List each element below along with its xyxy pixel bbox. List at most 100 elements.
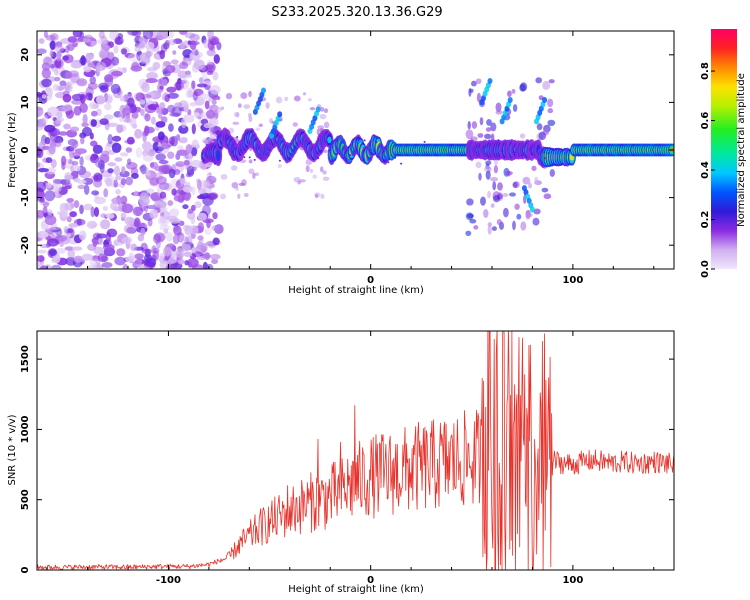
heatmap-cell xyxy=(91,190,100,196)
heatmap-cell xyxy=(196,255,207,261)
heatmap-cell xyxy=(476,92,481,103)
heatmap-cell xyxy=(284,96,289,101)
heatmap-cell xyxy=(105,51,115,60)
heatmap-cell xyxy=(105,177,113,187)
heatmap-cell xyxy=(513,151,516,154)
heatmap-cell xyxy=(63,225,68,233)
heatmap-cell xyxy=(88,40,98,46)
heatmap-cell xyxy=(85,92,93,101)
heatmap-cell xyxy=(159,191,167,199)
heatmap-cell xyxy=(183,190,191,202)
heatmap-cell xyxy=(102,244,115,251)
heatmap-cell xyxy=(302,92,307,96)
heatmap-cell xyxy=(55,248,66,254)
heatmap-cell xyxy=(201,204,211,216)
heatmap-cell xyxy=(56,50,62,59)
heatmap-cell xyxy=(469,218,477,224)
heatmap-cell xyxy=(122,263,129,269)
heatmap-cell xyxy=(50,158,57,169)
heatmap-cell xyxy=(479,117,484,126)
heatmap-cell xyxy=(182,204,189,210)
heatmap-cell xyxy=(248,168,255,175)
heatmap-cell xyxy=(124,216,135,226)
heatmap-cell xyxy=(194,144,200,149)
heatmap-cell xyxy=(81,122,89,128)
heatmap-cell xyxy=(70,165,75,173)
colorbar-gradient xyxy=(711,29,737,269)
heatmap-cell xyxy=(475,78,482,85)
heatmap-cell xyxy=(167,200,174,207)
heatmap-cell xyxy=(220,193,227,200)
heatmap-cell xyxy=(196,83,208,88)
heatmap-cell xyxy=(116,248,126,257)
heatmap-cell xyxy=(156,31,169,40)
heatmap-cell xyxy=(61,104,73,112)
heatmap-cell xyxy=(186,165,195,176)
heatmap-cell xyxy=(216,41,222,51)
heatmap-cell xyxy=(37,261,41,268)
heatmap-cell xyxy=(139,36,145,44)
heatmap-cell xyxy=(107,168,114,174)
heatmap-cell xyxy=(183,104,189,113)
heatmap-cell xyxy=(521,154,524,157)
heatmap-cell xyxy=(140,166,150,174)
heatmap-cell xyxy=(190,159,203,169)
heatmap-cell xyxy=(37,190,46,199)
heatmap-cell xyxy=(145,50,152,59)
heatmap-cell xyxy=(134,128,143,139)
heatmap-cell xyxy=(240,149,242,152)
heatmap-cell xyxy=(541,187,549,193)
heatmap-cell xyxy=(99,118,109,125)
heatmap-cell xyxy=(243,156,246,159)
heatmap-cell xyxy=(220,106,225,110)
heatmap-cell xyxy=(305,158,313,166)
heatmap-cell xyxy=(197,241,203,250)
heatmap-cell xyxy=(174,102,183,108)
heatmap-cell xyxy=(133,190,138,197)
heatmap-cell xyxy=(323,108,329,114)
snr-y-label: SNR (10 * v/v) xyxy=(7,414,18,485)
heatmap-cell xyxy=(120,178,127,186)
heatmap-cell xyxy=(169,218,181,224)
heatmap-cell xyxy=(96,62,102,73)
heatmap-cell xyxy=(533,208,541,215)
heatmap-cell xyxy=(189,102,198,107)
heatmap-cell xyxy=(140,108,145,116)
heatmap-cell xyxy=(110,83,121,94)
heatmap-cell xyxy=(492,181,497,191)
heatmap-cell xyxy=(248,90,252,98)
heatmap-cell xyxy=(495,102,502,113)
heatmap-cell xyxy=(71,160,79,166)
heatmap-cell xyxy=(484,133,492,140)
heatmap-cell xyxy=(40,264,47,269)
colorbar: 0.0 0.2 0.4 0.6 0.8 Normalized spectral ampl… xyxy=(700,29,747,278)
heatmap-cell xyxy=(70,61,82,69)
heatmap-cell xyxy=(178,124,189,134)
heatmap-cell xyxy=(191,123,196,135)
heatmap-cell xyxy=(144,41,155,50)
heatmap-cell xyxy=(90,119,97,127)
heatmap-cell xyxy=(484,166,492,173)
heatmap-cell xyxy=(240,92,248,99)
heatmap-cell xyxy=(47,209,53,216)
heatmap-cell xyxy=(232,121,240,125)
heatmap-cell xyxy=(212,106,222,114)
heatmap-cell xyxy=(543,193,552,200)
heatmap-cell xyxy=(158,160,169,165)
heatmap-cell xyxy=(139,99,146,105)
heatmap-cell xyxy=(113,45,119,54)
heatmap-cell xyxy=(237,193,241,199)
heatmap-cell xyxy=(107,133,113,145)
heatmap-cell xyxy=(99,85,109,93)
heatmap-cell xyxy=(235,112,240,118)
heatmap-cell xyxy=(37,255,45,262)
heatmap-cell xyxy=(62,55,69,61)
heatmap-cell xyxy=(455,153,458,156)
heatmap-cell xyxy=(549,169,555,177)
heatmap-cell xyxy=(243,104,251,109)
heatmap-cell xyxy=(213,162,216,165)
heatmap-cell xyxy=(153,233,161,244)
heatmap-cell xyxy=(387,161,390,164)
heatmap-cell xyxy=(225,92,233,100)
heatmap-cell xyxy=(490,203,495,208)
